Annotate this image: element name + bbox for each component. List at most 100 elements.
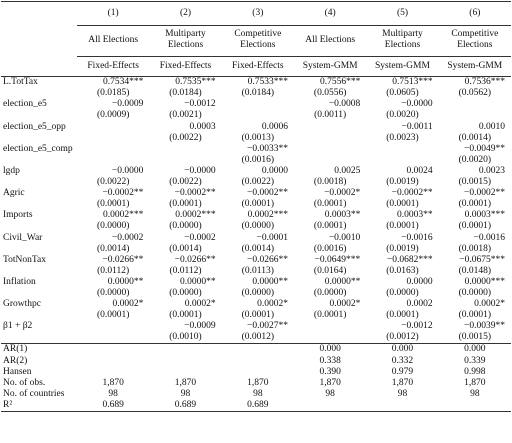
coefficient: 0.0000 [261,165,288,176]
se-row: (0.0001) (0.0001) (0.0001) (0.0001) (0.0001)… [1,310,511,321]
coefficient: 0.0002*** [102,210,144,221]
coefficient: −0.0000 [111,165,144,176]
standard-error: (0.0015) [458,177,492,188]
standard-error [77,133,149,144]
standard-error [77,155,149,166]
variable-label-blank [1,110,77,121]
coefficient: 0.0000** [107,276,144,287]
coef-row: lgdp −0.0000 −0.0000 0.0000 0.0025 0.0024 0.00… [1,166,511,177]
variable-label-blank [1,221,77,232]
standard-error: (0.0001) [169,310,202,321]
coefficient: 0.0002* [184,299,216,310]
header-row: Fixed-Effects Fixed-Effects Fixed-Effects S… [1,56,511,78]
stat-value [222,356,294,367]
stat-value: 98 [180,388,191,399]
coefficient: 0.7536*** [464,77,505,88]
coefficient: −0.0011 [401,121,433,132]
stat-value [366,399,439,412]
coefficient [439,99,511,110]
stat-value: 1,870 [319,377,341,388]
coefficient: 0.0000*** [464,276,505,287]
standard-error: (0.0011) [314,110,347,121]
standard-error: (0.0019) [386,243,419,254]
coefficient: 0.7533*** [247,77,288,88]
stat-label: No. of countries [3,388,65,399]
standard-error: (0.0019) [386,177,419,188]
stat-value: 98 [108,388,118,399]
stat-value: 0.000 [293,343,367,356]
se-row: (0.0000) (0.0000) (0.0000) (0.0000) (0.0000)… [1,288,511,299]
standard-error [294,133,366,144]
variable-label: election_e5_comp [3,143,73,154]
coefficient: 0.7534*** [102,77,144,88]
coefficient: 0.0006 [261,121,288,132]
standard-error: (0.0001) [458,221,492,232]
coefficient: −0.0649*** [314,254,361,265]
coef-row: β1 + β2 −0.0009 −0.0027** −0.0012 −0.0039** [1,321,511,332]
variable-label: Growthpc [3,299,41,310]
stat-value: 98 [470,388,480,399]
coefficient: 0.0002* [474,299,505,310]
se-row: (0.0000) (0.0000) (0.0000) (0.0001) (0.0001)… [1,221,511,232]
header-row: (1) (2) (3) (4) (5) (6) [1,0,511,27]
method-label: Fixed-Effects [221,56,294,78]
stat-value: 0.338 [319,355,341,366]
standard-error: (0.0112) [169,265,202,276]
variable-label-blank [1,88,77,99]
standard-error: (0.0021) [169,110,202,121]
coefficient: −0.0001 [256,232,288,243]
coefficient [77,321,149,332]
coefficient: −0.0002** [464,188,505,199]
variable-label-blank [1,332,77,344]
standard-error: (0.0001) [386,199,419,210]
stat-value: 1,870 [174,377,197,388]
method-label: System-GMM [438,56,511,78]
stat-row: AR(2) 0.338 0.332 0.339 [1,356,511,367]
standard-error: (0.0001) [241,199,275,210]
coefficient: −0.0016 [401,232,433,243]
coefficient: −0.0266** [247,254,288,265]
variable-label: β1 + β2 [3,321,33,332]
stat-value [438,399,511,412]
standard-error: (0.0184) [241,88,275,99]
coefficient: 0.0000 [406,276,433,287]
coef-row: Agric −0.0002** −0.0002** −0.0002** −0.0002*… [1,188,511,199]
coef-row: L.TotTax 0.7534*** 0.7535*** 0.7533*** 0.755… [1,77,511,89]
coefficient: −0.0682*** [386,254,433,265]
standard-error: (0.0605) [386,88,419,99]
standard-error: (0.0020) [458,154,492,165]
se-row: (0.0009) (0.0021) (0.0011) (0.0020) [1,110,511,121]
coefficient: −0.0039** [464,321,505,332]
stat-row: AR(1) 0.000 0.000 0.000 [1,343,511,356]
variable-label: lgdp [3,165,20,176]
standard-error: (0.0001) [458,310,492,321]
coefficient: −0.0012 [401,321,433,332]
stat-value [222,367,294,378]
standard-error: (0.0001) [386,310,419,321]
column-number: (2) [149,0,222,27]
stat-label: No. of obs. [3,377,46,388]
coefficient: −0.0008 [328,99,361,110]
standard-error: (0.0001) [313,310,347,321]
standard-error: (0.0013) [241,132,275,143]
regression-table: (1) (2) (3) (4) (5) (6) All Elections Multipart… [1,0,511,412]
header-corner [1,26,77,57]
method-label: System-GMM [366,56,439,78]
variable-label: Agric [3,188,25,199]
stat-value [77,367,149,378]
variable-label-blank [1,288,77,299]
variable-label-blank [1,155,77,166]
stat-value [149,343,222,356]
coefficient [77,122,149,133]
coefficient: 0.0024 [406,165,433,176]
se-row: (0.0001) (0.0001) (0.0001) (0.0001) (0.0001)… [1,199,511,210]
stat-value: 0.000 [438,343,511,356]
standard-error [294,155,366,166]
sample-label: All Elections [293,25,367,58]
variable-label: election_e5_opp [3,121,66,132]
coefficient: 0.7513*** [392,77,433,88]
method-label: Fixed-Effects [77,56,150,78]
stat-row: No. of obs. 1,870 1,870 1,870 1,870 1,870 1,87… [1,378,511,389]
column-number: (3) [221,0,294,27]
variable-label: Civil_War [3,232,43,243]
